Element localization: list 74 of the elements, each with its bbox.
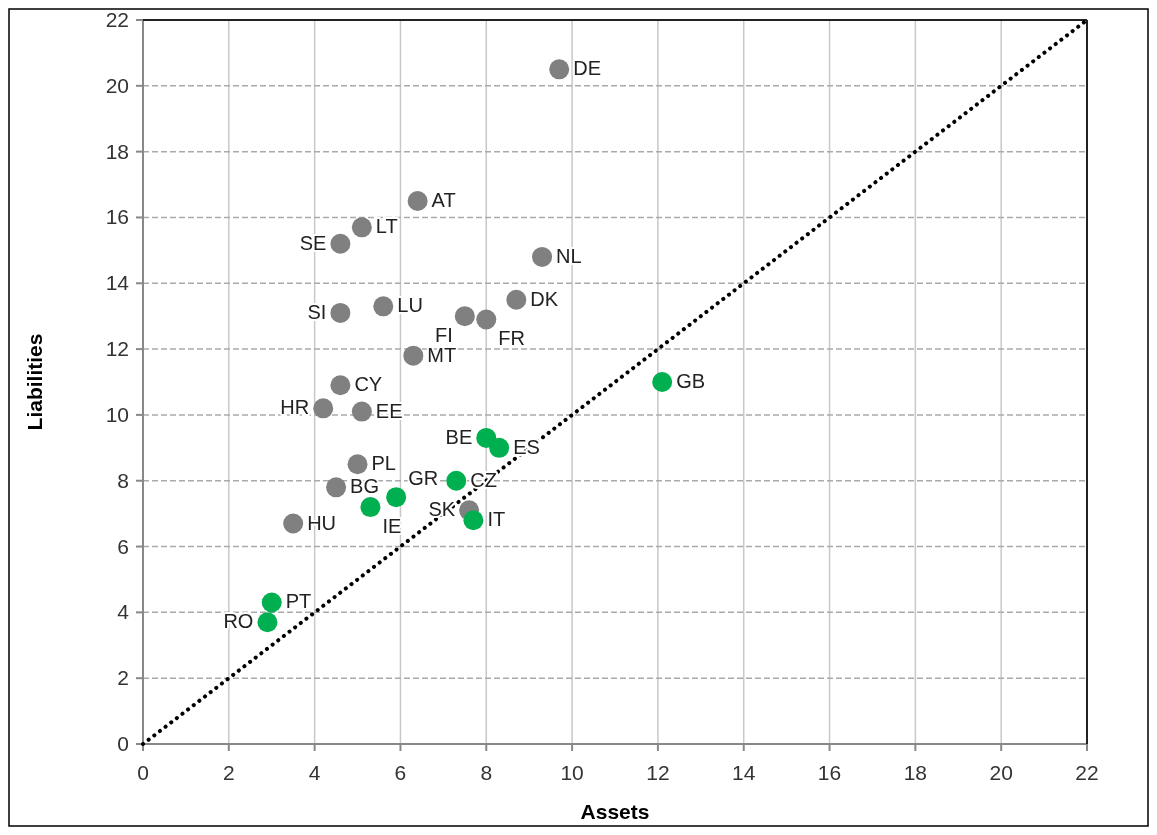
annotation: GB: [676, 370, 706, 392]
x-tick-label: 14: [732, 761, 756, 784]
annotation: GR: [408, 467, 439, 490]
point: [532, 246, 553, 267]
point: [351, 401, 372, 422]
y-tick-label: 20: [105, 73, 129, 97]
x-tick-label: 10: [560, 761, 584, 784]
annotation: HR: [280, 396, 310, 419]
y-tick-label: 18: [105, 139, 129, 163]
y-tick-label: 2: [117, 666, 129, 690]
y-tick-label: 16: [105, 205, 129, 229]
point: [386, 487, 407, 508]
annotation: PL: [371, 452, 397, 475]
point: [313, 398, 334, 419]
point: [506, 289, 527, 310]
x-tick-label: 2: [222, 761, 235, 784]
point: [360, 497, 381, 518]
x-tick-label: 22: [1075, 761, 1099, 784]
annotation: LU: [397, 294, 423, 317]
point: [326, 477, 347, 498]
point: [489, 437, 510, 458]
annotation: IE: [382, 515, 402, 538]
annotation: AT: [431, 189, 456, 211]
point: [454, 306, 475, 327]
point: [476, 427, 497, 448]
y-tick-label: 6: [117, 534, 129, 558]
point: [652, 372, 673, 392]
point: [261, 592, 282, 613]
point: [373, 296, 394, 317]
x-tick-label: 4: [308, 761, 321, 784]
point: [283, 513, 304, 534]
point: [351, 217, 372, 238]
x-tick-label: 6: [394, 761, 407, 784]
annotation: DK: [530, 287, 559, 310]
point: [476, 309, 497, 330]
y-tick-label: 12: [105, 337, 129, 361]
point: [330, 302, 351, 323]
x-tick-label: 0: [137, 761, 149, 784]
y-tick-label: 22: [105, 8, 129, 31]
point: [330, 375, 351, 396]
x-axis-title: Assets: [580, 800, 650, 823]
annotation: EE: [375, 399, 403, 422]
point: [463, 510, 484, 531]
y-tick-label: 4: [117, 600, 130, 624]
annotation: IT: [487, 508, 506, 531]
point: [549, 59, 570, 80]
y-tick-label: 10: [105, 402, 129, 426]
annotation: SE: [299, 231, 327, 254]
annotation: CY: [354, 373, 383, 396]
point: [347, 454, 368, 475]
x-tick-label: 20: [989, 761, 1013, 784]
annotation: DE: [573, 57, 602, 80]
y-tick-label: 8: [117, 468, 129, 492]
annotation: NL: [556, 244, 582, 267]
y-tick-label: 14: [105, 271, 130, 295]
point: [407, 191, 428, 211]
annotation: HU: [307, 511, 337, 534]
annotation: RO: [223, 610, 254, 633]
annotation: LT: [375, 215, 398, 238]
annotation: FR: [498, 327, 525, 350]
x-tick-label: 12: [646, 761, 670, 784]
y-axis-title: Liabilities: [23, 333, 46, 431]
point: [403, 345, 424, 366]
x-tick-label: 8: [480, 761, 493, 784]
annotation: SI: [307, 300, 327, 323]
x-tick-label: 16: [817, 761, 842, 784]
annotation: BG: [350, 475, 379, 498]
annotation: BE: [445, 425, 473, 448]
point: [257, 612, 278, 633]
y-tick-label: 0: [117, 732, 129, 755]
x-tick-label: 18: [903, 761, 928, 784]
annotation: PT: [285, 590, 312, 613]
point: [330, 233, 351, 254]
point: [446, 470, 467, 491]
